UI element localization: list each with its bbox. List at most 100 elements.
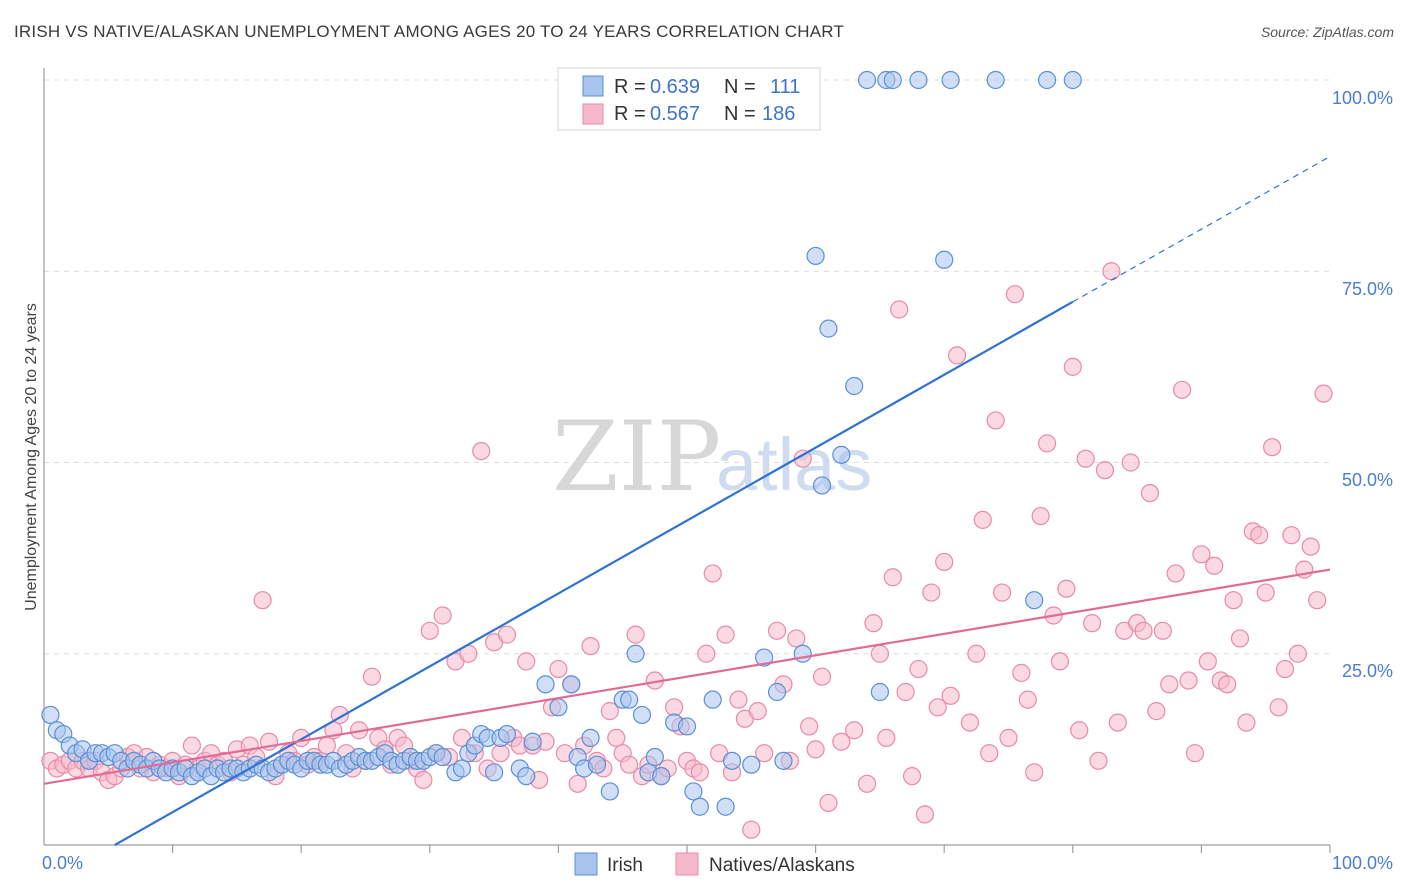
y-tick-25: 25.0% (1342, 661, 1393, 681)
natives-point (857, 774, 877, 793)
irish-point (600, 782, 619, 801)
irish-point (652, 767, 671, 786)
natives-r-label: R = (614, 103, 646, 125)
natives-point (1140, 484, 1160, 503)
natives-point (755, 744, 774, 763)
natives-point (896, 682, 915, 702)
natives-point (973, 510, 992, 529)
natives-point (832, 732, 851, 751)
natives-point (1198, 652, 1217, 671)
irish-point (870, 682, 890, 702)
natives-point (1134, 621, 1153, 640)
natives-point (870, 644, 890, 663)
natives-point (1263, 438, 1282, 457)
irish-point (690, 797, 709, 816)
natives-point (253, 591, 272, 610)
natives-point (1205, 556, 1224, 575)
irish-legend-swatch (582, 75, 604, 97)
natives-point (626, 625, 645, 644)
irish-point (1063, 70, 1082, 90)
irish-point (536, 675, 555, 694)
natives-point (549, 659, 568, 679)
natives-point (600, 702, 619, 721)
irish-points (41, 70, 1082, 816)
natives-series-label: Natives/Alaskans (709, 855, 855, 876)
natives-point (748, 702, 767, 721)
natives-point (317, 736, 337, 755)
natives-point (1082, 614, 1102, 633)
natives-point (902, 767, 922, 786)
source-label: Source: ZipAtlas.com (1260, 24, 1394, 40)
irish-trendline (114, 300, 1074, 846)
natives-point (568, 774, 587, 793)
irish-point (517, 767, 536, 786)
irish-point (684, 782, 703, 801)
series-legend: Irish Natives/Alaskans (574, 852, 855, 876)
natives-point (472, 441, 491, 461)
irish-point (716, 797, 735, 816)
natives-point (491, 744, 510, 763)
stats-legend: R = 0.639 N = 111 R = 0.567 N = 186 (557, 67, 821, 131)
irish-point (549, 698, 568, 717)
natives-point (1218, 675, 1237, 694)
natives-point (1237, 713, 1256, 732)
natives-point (877, 728, 896, 748)
natives-point (845, 721, 864, 740)
natives-point (767, 621, 787, 640)
natives-point (1089, 751, 1108, 770)
y-tick-50: 50.0% (1342, 470, 1393, 490)
natives-point (864, 614, 883, 633)
irish-point (812, 476, 832, 495)
natives-point (497, 625, 517, 644)
irish-point (935, 250, 954, 269)
irish-point (819, 319, 838, 338)
irish-point (845, 376, 864, 396)
natives-trendline (43, 568, 1331, 785)
natives-n-label: N = (724, 103, 756, 125)
irish-point (742, 755, 761, 774)
natives-point (812, 667, 832, 686)
y-axis-label: Unemployment Among Ages 20 to 24 years (23, 303, 40, 611)
natives-point (581, 636, 600, 656)
irish-point (1025, 591, 1044, 610)
irish-point (774, 751, 793, 770)
natives-point (1269, 698, 1288, 717)
natives-point (1314, 384, 1333, 403)
natives-point (1018, 690, 1037, 709)
natives-point (806, 740, 825, 759)
irish-point (793, 644, 812, 663)
natives-point (928, 698, 947, 717)
irish-trendline-extension (1072, 155, 1331, 303)
natives-point (1025, 763, 1044, 782)
natives-r-value: 0.567 (650, 103, 700, 125)
natives-point (182, 736, 201, 755)
natives-point (420, 621, 439, 640)
natives-point (1224, 591, 1243, 610)
watermark-atlas: atlas (716, 423, 872, 506)
natives-point (999, 728, 1018, 748)
natives-point (1057, 579, 1076, 598)
natives-point (433, 606, 452, 625)
natives-point (883, 568, 902, 587)
irish-point (632, 705, 652, 725)
natives-point (1160, 675, 1179, 694)
natives-point (620, 755, 639, 774)
y-tick-75: 75.0% (1342, 279, 1393, 299)
natives-point (1050, 652, 1070, 671)
natives-n-value: 186 (762, 103, 795, 125)
irish-point (452, 759, 472, 778)
natives-point (1153, 621, 1172, 640)
natives-point (607, 728, 626, 748)
natives-point (716, 625, 735, 644)
natives-point (742, 820, 761, 839)
x-axis-ticks (172, 845, 1331, 853)
natives-point (967, 644, 986, 663)
natives-point (1301, 537, 1320, 556)
irish-point (909, 70, 928, 90)
natives-point (1070, 721, 1089, 740)
natives-point (517, 652, 536, 671)
natives-point (915, 805, 935, 824)
irish-r-value: 0.639 (650, 76, 700, 98)
natives-point (697, 644, 716, 663)
